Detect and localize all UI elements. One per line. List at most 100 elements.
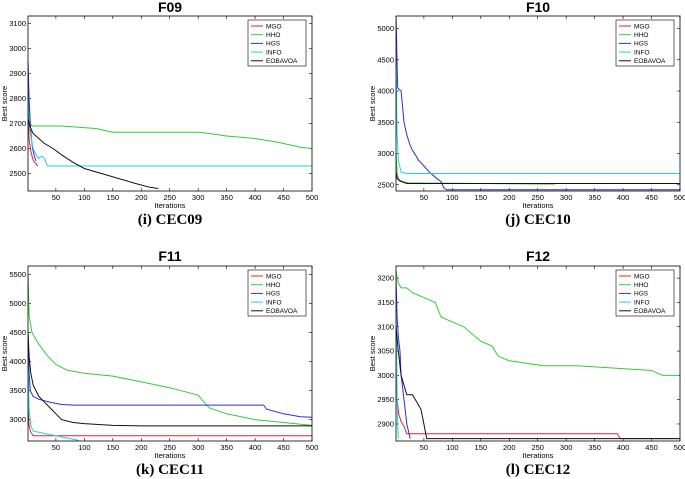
plot-frame — [395, 15, 681, 192]
y-tick-label: 3000 — [377, 371, 394, 380]
x-tick-label: 200 — [503, 443, 516, 452]
x-axis-label: Iterations — [523, 451, 554, 460]
x-tick-label: 50 — [52, 443, 60, 452]
series-line-hgs — [28, 60, 37, 162]
x-tick-label: 500 — [306, 443, 319, 452]
series-line-mgo — [396, 375, 680, 440]
legend-label-info: INFO — [266, 49, 282, 56]
y-tick-label: 3500 — [377, 118, 394, 127]
x-tick-label: 500 — [674, 443, 685, 452]
x-tick-label: 250 — [163, 193, 176, 202]
x-tick-label: 250 — [531, 193, 544, 202]
chart-panel-f10: F10 50 100 150 200 250 300 350 400 450 500 2500 3000… — [368, 0, 685, 228]
chart-title: F11 — [158, 248, 182, 264]
y-tick-label: 3000 — [9, 44, 26, 53]
y-tick-label: 3500 — [9, 386, 26, 395]
y-tick-label: 3000 — [9, 415, 26, 424]
legend-label-hho: HHO — [634, 32, 648, 39]
y-tick-label: 3050 — [377, 347, 394, 356]
y-tick-label: 3100 — [9, 19, 26, 28]
x-tick-label: 50 — [52, 193, 60, 202]
y-tick-label: 2500 — [377, 180, 394, 189]
x-tick-label: 400 — [249, 443, 262, 452]
x-tick-label: 450 — [277, 193, 290, 202]
x-tick-label: 150 — [107, 193, 120, 202]
y-tick-label: 3100 — [377, 322, 394, 331]
series-line-hgs — [396, 16, 680, 191]
y-tick-label: 3200 — [377, 274, 394, 283]
legend-label-mgo: MGO — [634, 23, 650, 30]
series-line-eobavoa — [396, 172, 680, 184]
x-tick-label: 150 — [475, 443, 488, 452]
plot-frame — [27, 265, 313, 442]
series-line-info — [28, 103, 312, 167]
chart-title: F10 — [526, 0, 550, 15]
chart-title: F12 — [526, 248, 550, 264]
y-tick-label: 5000 — [377, 24, 394, 33]
legend-label-hho: HHO — [634, 282, 648, 289]
y-tick-label: 2900 — [377, 419, 394, 428]
legend-label-hho: HHO — [266, 282, 280, 289]
legend-label-eobavoa: EOBAVOA — [634, 308, 666, 315]
legend-label-eobavoa: EOBAVOA — [266, 308, 298, 315]
x-axis-label: Iterations — [155, 451, 186, 460]
y-tick-label: 2950 — [377, 395, 394, 404]
legend-label-hgs: HGS — [634, 291, 649, 298]
legend-label-mgo: MGO — [266, 23, 282, 30]
plot-frame — [27, 15, 313, 192]
x-tick-label: 300 — [560, 193, 573, 202]
x-tick-label: 400 — [249, 193, 262, 202]
legend-label-info: INFO — [266, 299, 282, 306]
x-tick-label: 300 — [192, 193, 205, 202]
series-line-hho — [396, 270, 680, 376]
x-tick-label: 100 — [446, 193, 459, 202]
y-axis-label: Best score — [0, 336, 9, 371]
legend-label-hgs: HGS — [266, 41, 281, 48]
series-line-eobavoa — [28, 332, 312, 427]
plot-frame — [395, 265, 681, 442]
x-tick-label: 350 — [220, 193, 233, 202]
y-tick-label: 2600 — [9, 144, 26, 153]
x-tick-label: 500 — [674, 193, 685, 202]
chart-panel-f09: F09 50 100 150 200 250 300 350 400 450 500 2500 2600… — [0, 0, 318, 228]
chart-panel-f11: F11 50 100 150 200 250 300 350 400 450 500 3000 3500… — [0, 248, 318, 478]
legend-label-eobavoa: EOBAVOA — [634, 58, 666, 65]
chart-panel-f12: F12 50 100 150 200 250 300 350 400 450 500 2900 2950… — [368, 248, 685, 478]
legend-label-info: INFO — [634, 299, 650, 306]
y-axis-label: Best score — [368, 86, 377, 121]
legend-label-eobavoa: EOBAVOA — [266, 58, 298, 65]
x-tick-label: 350 — [588, 193, 601, 202]
series-line-eobavoa — [396, 326, 680, 440]
x-tick-label: 500 — [306, 193, 319, 202]
x-tick-label: 400 — [617, 443, 630, 452]
series-line-mgo — [28, 407, 312, 437]
y-tick-label: 2700 — [9, 119, 26, 128]
legend-label-hho: HHO — [266, 32, 280, 39]
x-tick-label: 200 — [135, 443, 148, 452]
x-tick-label: 50 — [420, 443, 428, 452]
x-tick-label: 300 — [560, 443, 573, 452]
x-axis-label: Iterations — [523, 201, 554, 210]
y-tick-label: 3000 — [377, 149, 394, 158]
x-tick-label: 350 — [220, 443, 233, 452]
y-tick-label: 5000 — [9, 299, 26, 308]
x-tick-label: 50 — [420, 193, 428, 202]
legend-label-mgo: MGO — [634, 273, 650, 280]
series-line-hgs — [28, 332, 312, 418]
y-tick-label: 4500 — [9, 328, 26, 337]
x-tick-label: 150 — [107, 443, 120, 452]
panel-caption: (i) CEC09 — [138, 212, 203, 228]
y-tick-label: 3150 — [377, 298, 394, 307]
x-tick-label: 450 — [645, 443, 658, 452]
series-line-hho — [28, 73, 312, 149]
y-tick-label: 2500 — [9, 169, 26, 178]
panel-caption: (l) CEC12 — [506, 462, 571, 478]
x-tick-label: 350 — [588, 443, 601, 452]
series-line-mgo — [28, 108, 39, 167]
y-tick-label: 2900 — [9, 69, 26, 78]
